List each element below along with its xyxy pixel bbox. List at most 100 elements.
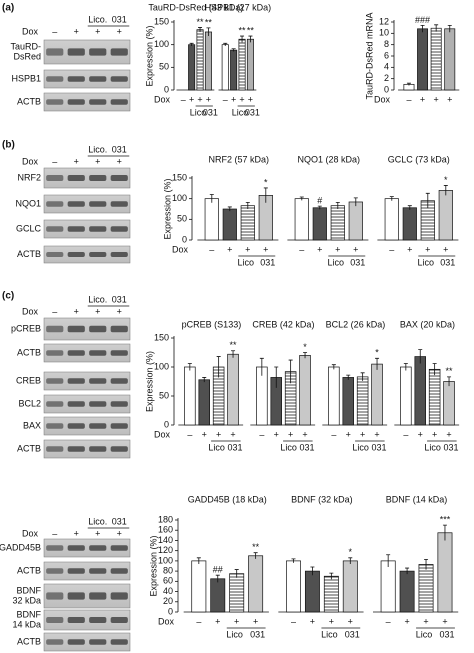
lane-sign: +	[117, 156, 122, 166]
lane-sign: +	[95, 528, 100, 538]
group-label: GCLC (73 kDa)	[388, 154, 450, 164]
y-tick-label: 0	[168, 606, 173, 616]
lane-sign: +	[227, 244, 232, 254]
lane-sign: –	[406, 94, 411, 104]
treatment-label: Lico	[418, 257, 435, 267]
lane-sign: –	[291, 616, 296, 626]
lane-sign: +	[425, 244, 430, 254]
y-tick-label: 50	[159, 62, 169, 72]
dox-label: Dox	[172, 244, 189, 254]
row-label: pCREB	[11, 323, 41, 333]
lane-sign: –	[209, 244, 214, 254]
y-tick-label: 150	[154, 16, 169, 26]
lane-sign: +	[374, 429, 379, 439]
y-tick-label: 50	[159, 390, 169, 400]
lane-sign: +	[418, 429, 423, 439]
y-tick-label: 40	[163, 586, 173, 596]
row-label: ACTB	[17, 249, 41, 259]
lane-sign: +	[353, 244, 358, 254]
band	[110, 639, 128, 645]
treatment-label: 031	[112, 144, 127, 154]
lane-sign: +	[230, 429, 235, 439]
treatment-label: 031	[439, 629, 454, 639]
lane-sign: +	[206, 94, 211, 104]
significance: ***	[440, 514, 451, 524]
lane-sign: +	[117, 306, 122, 316]
y-tick-label: 50	[177, 214, 187, 224]
band	[110, 592, 128, 600]
bar	[221, 44, 229, 91]
bar	[312, 207, 327, 241]
bar	[444, 28, 456, 91]
y-axis-label: Expression (%)	[148, 535, 158, 596]
group-label: BDNF (14 kDa)	[386, 494, 448, 504]
bar	[371, 363, 383, 426]
group-label: BCL2 (26 kDa)	[326, 319, 386, 329]
band	[110, 76, 128, 82]
bar	[380, 560, 396, 613]
error-bar	[240, 35, 245, 43]
treatment-label: Lico	[328, 257, 345, 267]
error-bar	[346, 374, 351, 380]
band	[89, 325, 107, 333]
error-bar	[432, 363, 437, 376]
band	[46, 325, 64, 333]
group-label: BAX (20 kDa)	[400, 319, 455, 329]
lane-sign: –	[196, 616, 201, 626]
lane-sign: +	[288, 429, 293, 439]
treatment-label: 031	[112, 516, 127, 526]
band	[46, 639, 64, 645]
band	[46, 350, 64, 356]
significance: *	[264, 177, 268, 187]
group-label: pCREB (S133)	[182, 319, 242, 329]
group-label: NRF2 (57 kDa)	[209, 154, 270, 164]
error-bar	[198, 27, 203, 32]
y-tick-label: 2	[384, 73, 389, 83]
error-bar	[407, 205, 412, 210]
bar	[198, 379, 210, 426]
significance: ##	[213, 565, 223, 575]
lane-sign: +	[95, 306, 100, 316]
lane-sign: +	[263, 244, 268, 254]
lane-sign: –	[223, 94, 228, 104]
band	[67, 378, 85, 384]
band	[89, 568, 107, 574]
blot-strip	[43, 317, 131, 341]
error-bar	[187, 363, 192, 371]
band	[46, 251, 64, 258]
blot-strip	[43, 219, 131, 239]
band	[89, 423, 107, 429]
error-bar	[403, 363, 408, 371]
band	[46, 401, 64, 407]
bar	[428, 368, 441, 426]
bar	[184, 366, 196, 426]
treatment-label: 031	[260, 257, 275, 267]
bar	[248, 555, 264, 613]
significance: #	[317, 195, 322, 205]
significance: *	[303, 342, 307, 352]
error-bar	[348, 557, 353, 564]
lane-sign: +	[274, 429, 279, 439]
row-label: ACTB	[17, 636, 41, 646]
lane-sign: +	[442, 616, 447, 626]
lane-sign: +	[329, 616, 334, 626]
lane-sign: +	[215, 616, 220, 626]
lane-sign: –	[386, 616, 391, 626]
band	[67, 617, 85, 623]
row-label: NQO1	[15, 198, 41, 208]
error-bar	[209, 194, 214, 203]
group-label: NQO1 (28 kDa)	[298, 154, 361, 164]
error-bar	[425, 192, 430, 209]
treatment-label: Lico	[280, 442, 297, 452]
error-bar	[291, 558, 296, 563]
treatment-label: 031	[203, 107, 218, 117]
lane-sign: +	[443, 244, 448, 254]
bar	[191, 560, 207, 613]
blot-strip	[43, 92, 131, 112]
row-label: BDNF	[17, 609, 42, 619]
band	[110, 378, 128, 384]
band	[67, 251, 85, 258]
treatment-label: 031	[245, 107, 260, 117]
lane-sign: –	[181, 94, 186, 104]
bar	[443, 381, 455, 426]
